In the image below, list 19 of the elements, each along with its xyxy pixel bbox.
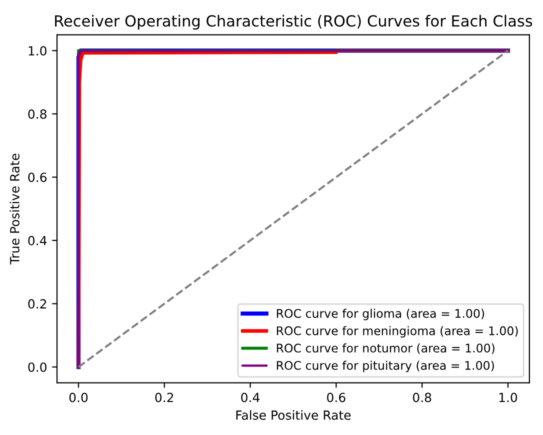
y-axis-title: True Positive Rate <box>10 154 20 264</box>
y-tick-label: 0.4 <box>28 236 47 246</box>
x-tick-label: 0.2 <box>155 392 174 402</box>
legend-label: ROC curve for meningioma (area = 1.00) <box>276 326 518 338</box>
y-tick-label: 1.0 <box>28 46 46 56</box>
y-tick-label: 0.0 <box>28 362 46 372</box>
y-tick-label: 0.8 <box>28 109 46 119</box>
x-tick-label: 0.0 <box>69 392 88 402</box>
x-tick-label: 0.6 <box>327 392 346 402</box>
y-tick-label: 0.6 <box>28 172 47 182</box>
legend-label: ROC curve for notumor (area = 1.00) <box>276 343 494 354</box>
x-tick-label: 0.8 <box>412 392 432 402</box>
legend-label: ROC curve for pituitary (area = 1.00) <box>276 360 494 372</box>
x-tick-label: 0.4 <box>241 392 260 402</box>
chart-title: Receiver Operating Characteristic (ROC) Curves for Each Class <box>55 14 532 30</box>
y-tick-label: 0.2 <box>28 299 46 309</box>
x-axis-title: False Positive Rate <box>236 410 351 420</box>
legend-label: ROC curve for glioma (area = 1.00) <box>276 308 484 320</box>
x-tick-label: 1.0 <box>499 392 518 402</box>
